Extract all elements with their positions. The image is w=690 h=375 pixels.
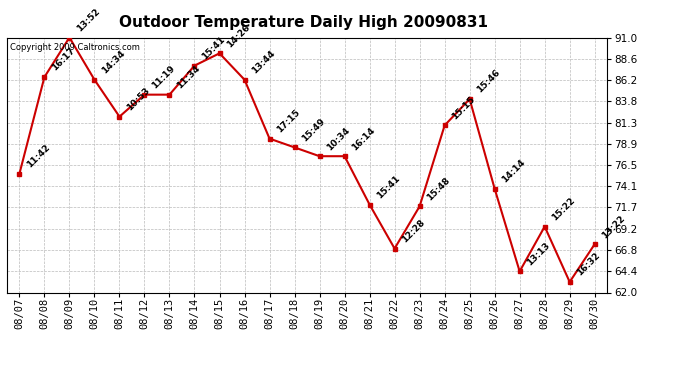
Text: 14:34: 14:34 [100,49,127,75]
Text: 10:34: 10:34 [325,125,352,152]
Text: 16:14: 16:14 [350,125,377,152]
Text: Copyright 2009 Caltronics.com: Copyright 2009 Caltronics.com [10,43,140,52]
Text: Outdoor Temperature Daily High 20090831: Outdoor Temperature Daily High 20090831 [119,15,488,30]
Text: 10:53: 10:53 [125,86,152,112]
Text: 15:22: 15:22 [550,196,577,222]
Text: 11:19: 11:19 [150,64,177,90]
Text: 11:34: 11:34 [175,64,201,90]
Text: 14:14: 14:14 [500,158,527,184]
Text: 11:42: 11:42 [25,143,52,170]
Text: 13:22: 13:22 [600,213,627,240]
Text: 16:32: 16:32 [575,251,602,278]
Text: 13:44: 13:44 [250,49,277,75]
Text: 15:41: 15:41 [375,174,402,200]
Text: 17:15: 17:15 [275,108,302,135]
Text: 15:41: 15:41 [200,35,227,62]
Text: 15:48: 15:48 [425,176,452,202]
Text: 13:52: 13:52 [75,7,101,33]
Text: 13:13: 13:13 [525,241,552,267]
Text: 14:26: 14:26 [225,22,252,49]
Text: 15:49: 15:49 [300,117,327,143]
Text: 16:17: 16:17 [50,46,77,73]
Text: 12:28: 12:28 [400,218,426,244]
Text: 15:46: 15:46 [475,68,502,95]
Text: 15:15: 15:15 [450,94,477,121]
